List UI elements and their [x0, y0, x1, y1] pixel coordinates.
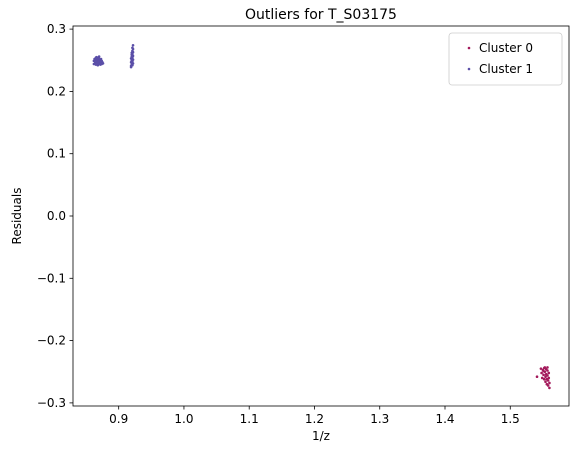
x-axis-ticks: 0.9 1.0 1.1 1.2 1.3 1.4 1.5	[109, 406, 520, 426]
cluster-0-point	[548, 386, 551, 390]
cluster-0-point	[546, 374, 549, 377]
cluster-0-point	[547, 376, 551, 380]
y-tick-label: 0.1	[47, 147, 66, 161]
cluster-1-point	[131, 44, 135, 47]
legend-label-cluster-0: Cluster 0	[479, 41, 533, 55]
x-axis-label: 1/z	[312, 429, 330, 443]
cluster-1-point	[97, 55, 101, 58]
cluster-0-point	[540, 376, 544, 380]
plot-points	[92, 44, 551, 390]
cluster-0-point	[544, 375, 547, 379]
x-tick-label: 1.1	[240, 412, 259, 426]
cluster-1-point	[131, 46, 134, 50]
cluster-0-point	[548, 381, 551, 385]
cluster-1-point	[129, 65, 133, 69]
y-tick-label: −0.3	[37, 396, 66, 410]
cluster-0-point	[535, 375, 539, 379]
legend-marker-cluster-0	[467, 46, 471, 50]
legend-marker-cluster-1	[467, 67, 471, 71]
cluster-0-point	[546, 369, 549, 372]
y-tick-label: −0.1	[37, 271, 66, 285]
cluster-1-point	[101, 62, 105, 65]
x-tick-label: 0.9	[109, 412, 128, 426]
cluster-1-point	[131, 62, 135, 65]
cluster-1-point	[131, 50, 135, 54]
x-tick-label: 1.0	[174, 412, 193, 426]
y-tick-label: −0.2	[37, 334, 66, 348]
cluster-1-point	[95, 55, 98, 59]
legend-label-cluster-1: Cluster 1	[479, 62, 533, 76]
cluster-0-point	[539, 367, 543, 370]
y-tick-label: 0.0	[47, 209, 66, 223]
x-tick-label: 1.4	[435, 412, 454, 426]
y-axis-ticks: −0.3 −0.2 −0.1 0.0 0.1 0.2 0.3	[37, 22, 73, 410]
x-tick-label: 1.3	[370, 412, 389, 426]
cluster-1-point	[131, 54, 135, 58]
cluster-0-point	[543, 366, 547, 369]
x-tick-label: 1.2	[305, 412, 324, 426]
cluster-0-point	[544, 380, 547, 384]
y-tick-label: 0.2	[47, 84, 66, 98]
y-tick-label: 0.3	[47, 22, 66, 36]
legend: Cluster 0 Cluster 1	[448, 32, 563, 86]
cluster-1-point	[96, 63, 100, 67]
legend-box	[448, 32, 563, 86]
cluster-0-point	[546, 384, 550, 387]
chart-title: Outliers for T_S03175	[245, 7, 397, 23]
cluster-0-point	[546, 379, 550, 382]
y-axis-label: Residuals	[10, 188, 24, 245]
cluster-0-point	[547, 371, 551, 375]
cluster-0-point	[540, 371, 543, 375]
cluster-1-point	[131, 58, 135, 61]
cluster-0-point	[542, 369, 545, 373]
x-tick-label: 1.5	[501, 412, 520, 426]
cluster-0-point	[542, 373, 545, 377]
cluster-0-point	[542, 377, 546, 381]
cluster-0-point	[546, 366, 549, 369]
